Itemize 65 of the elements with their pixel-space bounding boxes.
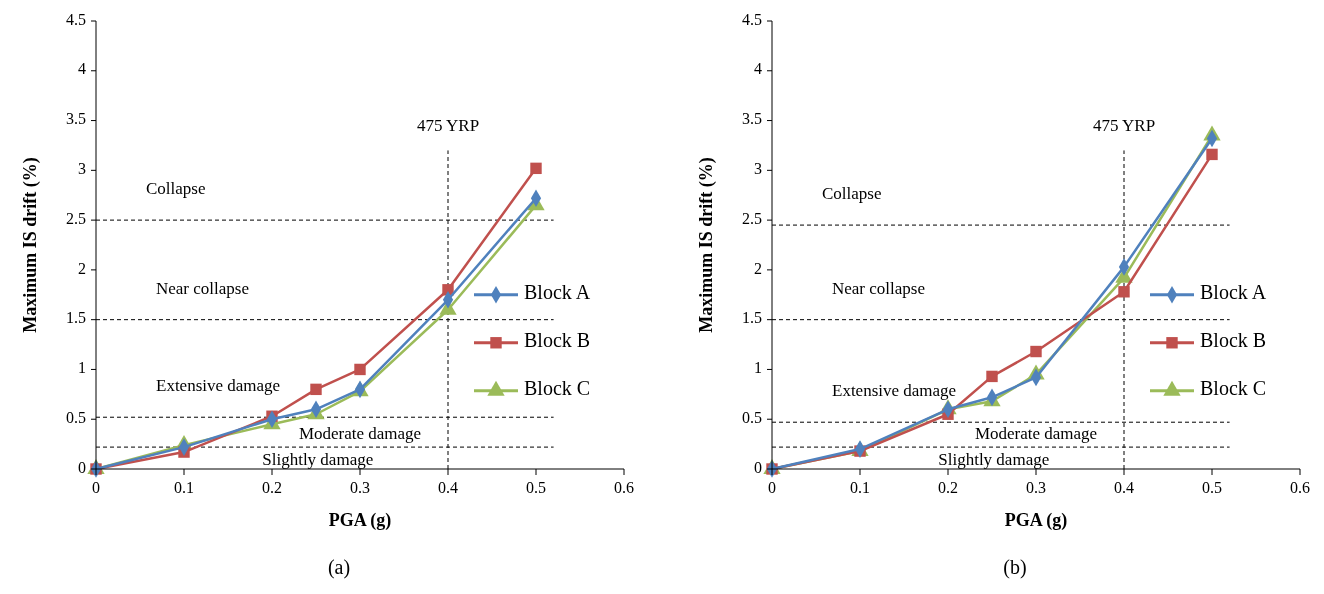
y-tick-label: 4.5: [66, 10, 86, 28]
point: [530, 162, 542, 175]
y-tick-label: 1: [754, 359, 762, 377]
point: [310, 383, 322, 396]
y-tick-label: 4.5: [742, 10, 762, 28]
x-tick-label: 0.6: [614, 479, 634, 496]
x-tick-label: 0.3: [350, 479, 370, 496]
point: [1118, 286, 1130, 298]
x-tick-label: 0.6: [1290, 479, 1310, 496]
annotation: Collapse: [146, 179, 206, 199]
annotation: Extensive damage: [156, 376, 281, 396]
legend-label: Block B: [1200, 329, 1267, 352]
annotation: Moderate damage: [298, 424, 422, 443]
annotation: Near collapse: [156, 278, 249, 298]
annotation: Slightly damage: [262, 450, 374, 469]
y-tick-label: 1: [78, 359, 86, 377]
x-tick-label: 0.2: [938, 479, 958, 496]
y-axis-title: Maximum IS drift (%): [20, 157, 41, 333]
legend-label: Block C: [524, 377, 591, 400]
y-tick-label: 0.5: [66, 408, 86, 426]
y-tick-label: 2: [754, 259, 762, 277]
y-tick-label: 1.5: [742, 309, 762, 327]
annotation: Near collapse: [832, 278, 925, 298]
point: [986, 370, 998, 383]
x-tick-label: 0.2: [262, 479, 282, 496]
point: [354, 363, 366, 376]
x-axis-title: PGA (g): [328, 510, 392, 531]
y-tick-label: 0.5: [742, 408, 762, 426]
y-tick-label: 2.5: [742, 209, 762, 227]
annotation: Slightly damage: [938, 450, 1050, 469]
x-tick-label: 0: [92, 479, 100, 496]
y-tick-label: 1.5: [66, 309, 86, 327]
y-tick-label: 3: [754, 160, 762, 178]
y-tick-label: 2.5: [66, 209, 86, 227]
x-axis-title: PGA (g): [1004, 510, 1068, 531]
y-tick-label: 3.5: [66, 110, 86, 128]
point: [1030, 345, 1042, 358]
y-axis-title: Maximum IS drift (%): [696, 157, 717, 333]
x-tick-label: 0.4: [438, 479, 458, 496]
text: (b): [1003, 556, 1027, 579]
annotation: Moderate damage: [974, 424, 1098, 443]
x-tick-label: 0.3: [1026, 479, 1046, 496]
legend-label: Block A: [1200, 281, 1267, 304]
y-tick-label: 0: [754, 458, 762, 476]
x-tick-label: 0: [768, 479, 776, 496]
y-tick-label: 4: [78, 60, 86, 78]
ref-line-label: 475 YRP: [416, 115, 480, 135]
y-tick-label: 4: [754, 60, 762, 78]
annotation: Extensive damage: [832, 381, 957, 401]
x-tick-label: 0.1: [850, 479, 870, 496]
y-tick-label: 3.5: [742, 110, 762, 128]
annotation: Collapse: [822, 184, 882, 203]
legend-label: Block A: [524, 281, 591, 304]
legend-label: Block C: [1200, 377, 1267, 400]
y-tick-label: 2: [78, 259, 86, 277]
y-tick-label: 3: [78, 160, 86, 178]
x-tick-label: 0.4: [1114, 479, 1134, 496]
ref-line-label: 475 YRP: [1092, 115, 1156, 135]
y-tick-label: 0: [78, 458, 86, 476]
legend-label: Block B: [524, 329, 591, 352]
x-tick-label: 0.5: [1202, 479, 1222, 496]
text: (a): [327, 556, 351, 579]
point: [1206, 148, 1218, 161]
x-tick-label: 0.1: [174, 479, 194, 496]
x-tick-label: 0.5: [526, 479, 546, 496]
